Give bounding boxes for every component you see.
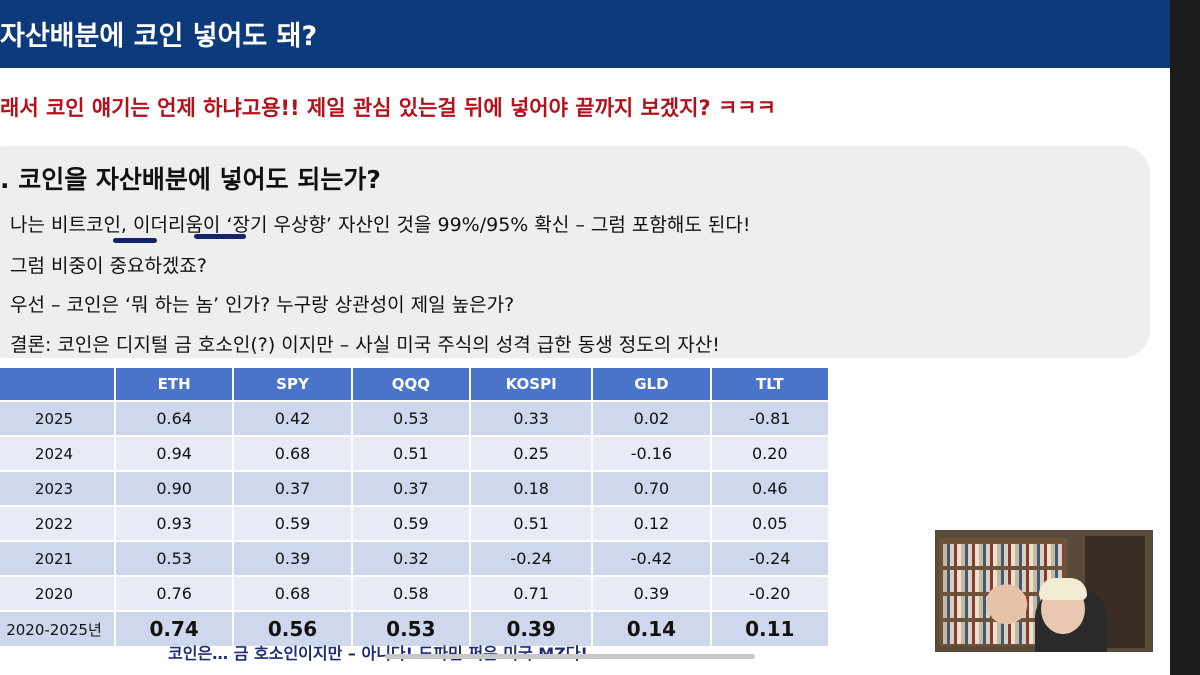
table-cell: 0.02 [591, 400, 712, 437]
table-header-row: ETH SPY QQQ KOSPI GLD TLT [0, 366, 831, 402]
table-cell: 0.39 [232, 540, 353, 577]
table-cell: 0.12 [591, 505, 712, 542]
slide-title: 자산배분에 코인 넣어도 돼? [0, 21, 318, 52]
column-header: TLT [709, 366, 831, 402]
table-cell: -0.24 [469, 540, 594, 577]
table-row: 2021 0.53 0.39 0.32 -0.24 -0.42 -0.24 [0, 540, 831, 577]
average-row: 2020-2025년 0.74 0.56 0.53 0.39 0.14 0.11 [0, 610, 831, 648]
table-cell: -0.24 [709, 540, 831, 577]
table-cell: 0.93 [113, 505, 235, 542]
table-cell: -0.42 [591, 540, 712, 577]
content-box [0, 146, 1150, 358]
presenter-webcam [935, 530, 1153, 652]
column-header: GLD [591, 366, 712, 402]
table-cell: 0.33 [469, 400, 594, 437]
bullet-1: 나는 비트코인, 이더리움이 ‘장기 우상향’ 자산인 것을 99%/95% 확… [10, 214, 751, 236]
table-cell: 0.58 [350, 575, 472, 612]
table-cell: 0.70 [591, 470, 712, 507]
table-cell: -0.16 [591, 435, 712, 472]
table-cell: 0.18 [469, 470, 594, 507]
column-header: QQQ [350, 366, 472, 402]
column-header [0, 366, 116, 402]
presenter-hair [1039, 578, 1087, 600]
table-cell: 0.39 [591, 575, 712, 612]
underline-mark-bitcoin [113, 238, 157, 243]
bullet-2: 그럼 비중이 중요하겠죠? [10, 255, 207, 277]
average-cell: 0.56 [232, 610, 353, 648]
table-row: 2023 0.90 0.37 0.37 0.18 0.70 0.46 [0, 470, 831, 507]
intro-line: 래서 코인 얘기는 언제 하냐고용!! 제일 관심 있는걸 뒤에 넣어야 끝까지… [0, 96, 776, 120]
table-cell: 0.25 [469, 435, 594, 472]
underline-mark-ethereum [194, 234, 246, 239]
table-cell: 0.90 [113, 470, 235, 507]
column-header: ETH [113, 366, 235, 402]
column-header: SPY [232, 366, 353, 402]
slide-caption: 코인은… 금 호소인이지만 – 아니다! 도파민 쩌은 미국 MZ다! [168, 644, 588, 663]
slide-header: 자산배분에 코인 넣어도 돼? [0, 0, 1170, 68]
table-cell: 0.76 [113, 575, 235, 612]
table-row: 2020 0.76 0.68 0.58 0.71 0.39 -0.20 [0, 575, 831, 612]
table-cell: 0.68 [232, 575, 353, 612]
average-cell: 0.39 [469, 610, 594, 648]
bullet-4: 결론: 코인은 디지털 금 호소인(?) 이지만 – 사실 미국 주식의 성격 … [10, 334, 720, 356]
year-cell: 2023 [0, 470, 116, 507]
right-edge-bar [1170, 0, 1200, 675]
average-cell: 0.53 [350, 610, 472, 648]
year-cell: 2022 [0, 505, 116, 542]
slide: 자산배분에 코인 넣어도 돼? 래서 코인 얘기는 언제 하냐고용!! 제일 관… [0, 0, 1170, 675]
period-cell: 2020-2025년 [0, 610, 116, 648]
year-cell: 2020 [0, 575, 116, 612]
table-cell: 0.51 [469, 505, 594, 542]
table-cell: 0.64 [113, 400, 235, 437]
table-row: 2025 0.64 0.42 0.53 0.33 0.02 -0.81 [0, 400, 831, 437]
average-cell: 0.74 [113, 610, 235, 648]
year-cell: 2024 [0, 435, 116, 472]
table-cell: 0.94 [113, 435, 235, 472]
table-cell: 0.71 [469, 575, 594, 612]
section-title: . 코인을 자산배분에 넣어도 되는가? [0, 165, 381, 194]
year-cell: 2025 [0, 400, 116, 437]
table-cell: 0.32 [350, 540, 472, 577]
table-cell: 0.59 [232, 505, 353, 542]
table-cell: 0.37 [232, 470, 353, 507]
table-cell: 0.51 [350, 435, 472, 472]
table-cell: 0.68 [232, 435, 353, 472]
table-cell: 0.37 [350, 470, 472, 507]
table-cell: 0.46 [709, 470, 831, 507]
average-cell: 0.14 [591, 610, 712, 648]
bullet-3: 우선 – 코인은 ‘뭐 하는 놈’ 인가? 누구랑 상관성이 제일 높은가? [10, 294, 515, 316]
bookshelf [939, 538, 1067, 646]
correlation-table: ETH SPY QQQ KOSPI GLD TLT 2025 0.64 0.42… [0, 366, 831, 648]
table-cell: 0.53 [113, 540, 235, 577]
average-cell: 0.11 [709, 610, 831, 648]
table-cell: -0.81 [709, 400, 831, 437]
table-cell: 0.59 [350, 505, 472, 542]
table-cell: 0.05 [709, 505, 831, 542]
year-cell: 2021 [0, 540, 116, 577]
table-cell: -0.20 [709, 575, 831, 612]
column-header: KOSPI [469, 366, 594, 402]
table-cell: 0.20 [709, 435, 831, 472]
table-row: 2022 0.93 0.59 0.59 0.51 0.12 0.05 [0, 505, 831, 542]
video-scrubber-bar[interactable] [385, 654, 755, 659]
table-cell: 0.53 [350, 400, 472, 437]
table-cell: 0.42 [232, 400, 353, 437]
table-row: 2024 0.94 0.68 0.51 0.25 -0.16 0.20 [0, 435, 831, 472]
